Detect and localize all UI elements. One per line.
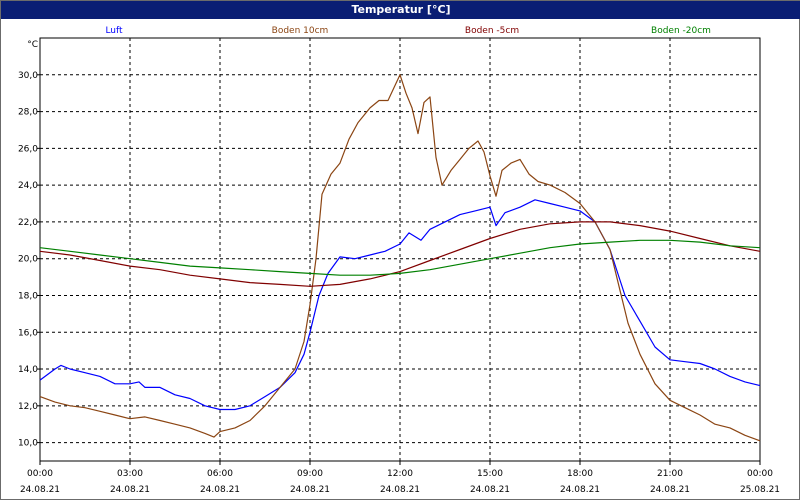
axes: 10,0 12,0 14,0 16,0 18,0 20,0 22,0 24,0 26,0 28,0… [18, 40, 780, 495]
legend-entry: Luft [105, 26, 123, 36]
legend: Luft Boden 10cm Boden -5cm Boden -20cm [105, 26, 711, 36]
x-tick-date-label: 24.08.21 [380, 485, 420, 495]
legend-entry: Boden -5cm [465, 26, 519, 36]
x-tick-time-label: 12:00 [387, 469, 413, 479]
legend-entry: Boden -20cm [651, 26, 711, 36]
legend-entry: Boden 10cm [272, 26, 329, 36]
y-tick-label: 10,0 [18, 439, 38, 449]
x-tick-time-label: 15:00 [477, 469, 503, 479]
y-tick-label: 14,0 [18, 365, 38, 375]
x-tick-time-label: 03:00 [117, 469, 143, 479]
series-line-boden-5cm [39, 221, 761, 287]
x-tick-time-label: 00:00 [27, 469, 53, 479]
y-tick-label: 24,0 [18, 181, 38, 191]
series-group [39, 74, 761, 442]
y-tick-label: 18,0 [18, 291, 38, 301]
x-tick-date-label: 25.08.21 [740, 485, 780, 495]
y-tick-label: 20,0 [18, 255, 38, 265]
x-tick-date-label: 24.08.21 [560, 485, 600, 495]
x-tick-date-label: 24.08.21 [200, 485, 240, 495]
x-tick-time-label: 00:00 [747, 469, 773, 479]
x-tick-date-label: 24.08.21 [650, 485, 690, 495]
y-tick-label: 16,0 [18, 328, 38, 338]
y-tick-label: 26,0 [18, 144, 38, 154]
grid-lines [40, 38, 760, 461]
x-tick-date-label: 24.08.21 [290, 485, 330, 495]
y-tick-label: 28,0 [18, 108, 38, 118]
y-tick-label: 30,0 [18, 71, 38, 81]
window-title: Temperatur [°C] [1, 1, 800, 19]
x-tick-time-label: 18:00 [567, 469, 593, 479]
series-line-boden-10cm [39, 74, 761, 442]
x-tick-date-label: 24.08.21 [20, 485, 60, 495]
y-axis-label: °C [27, 40, 38, 50]
series-line-boden-20cm [39, 239, 761, 276]
y-tick-label: 22,0 [18, 218, 38, 228]
series-line-luft [39, 199, 761, 411]
x-tick-time-label: 21:00 [657, 469, 683, 479]
x-tick-time-label: 06:00 [207, 469, 233, 479]
x-tick-date-label: 24.08.21 [110, 485, 150, 495]
x-tick-time-label: 09:00 [297, 469, 323, 479]
x-tick-date-label: 24.08.21 [470, 485, 510, 495]
y-tick-label: 12,0 [18, 402, 38, 412]
